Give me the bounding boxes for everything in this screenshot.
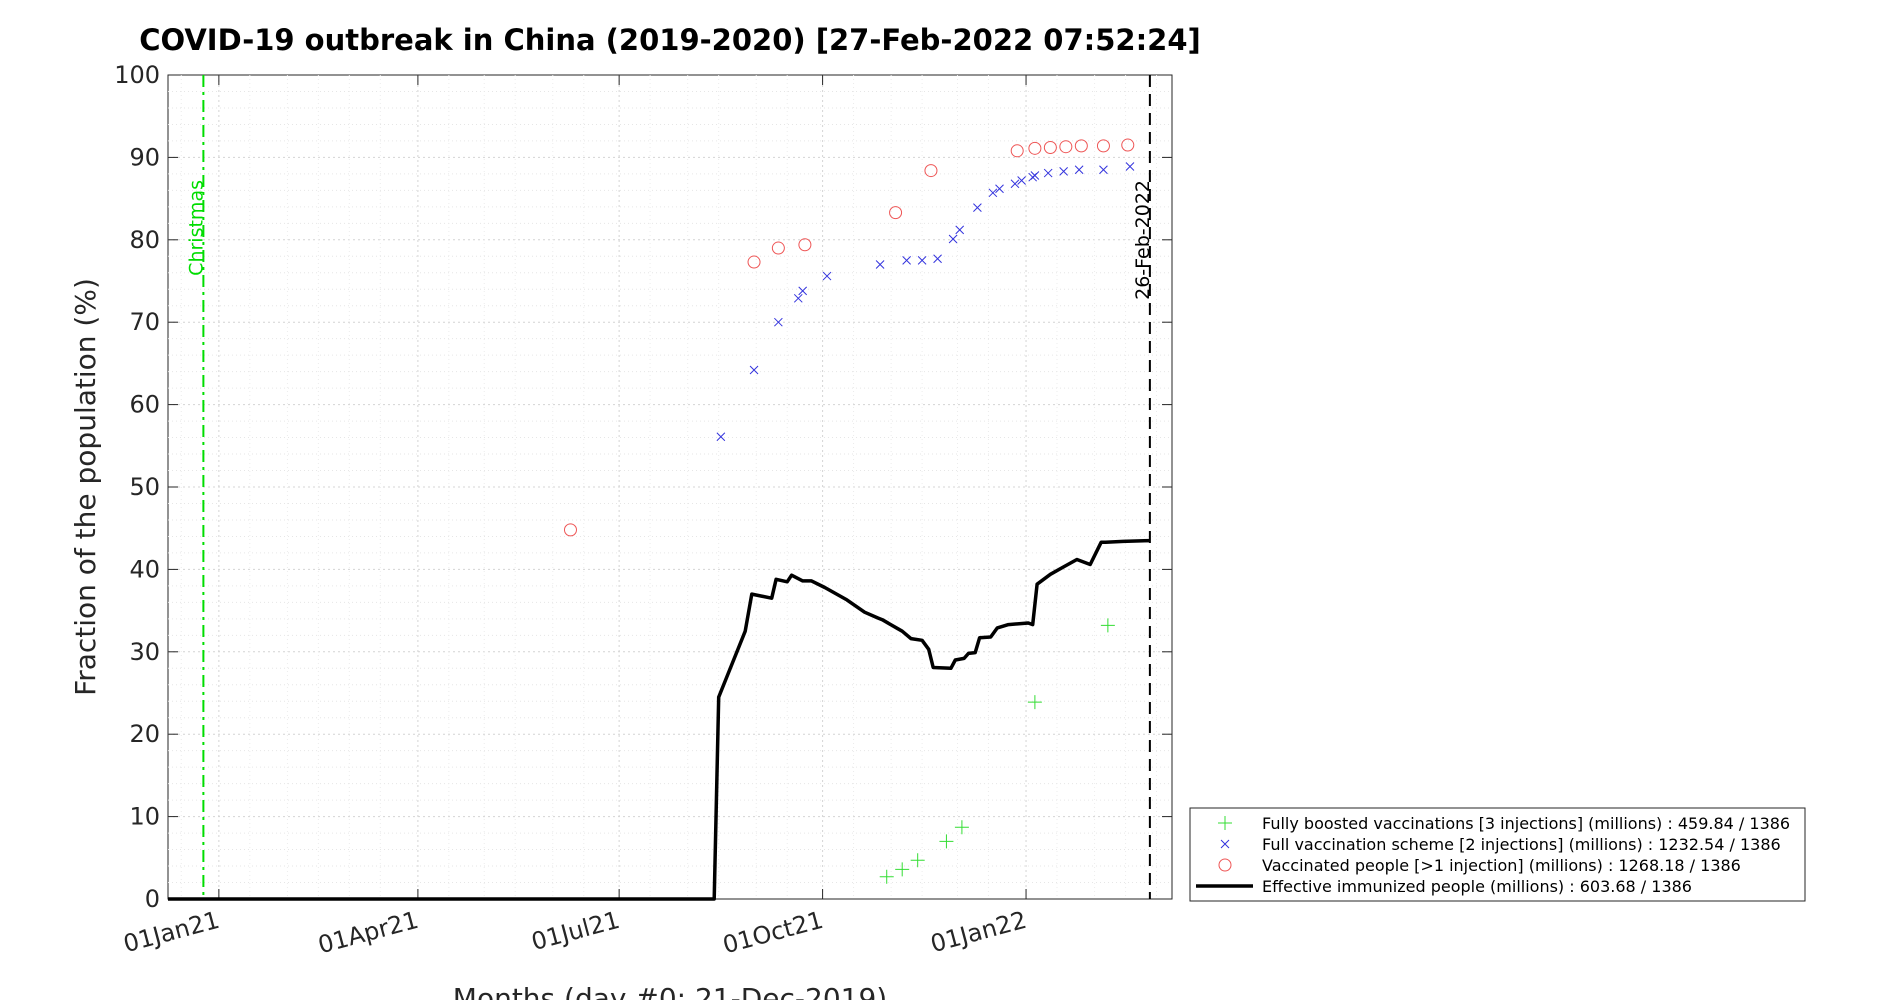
legend-label: Effective immunized people (millions) : … — [1262, 877, 1692, 896]
series-x — [716, 162, 1135, 442]
data-point — [716, 432, 726, 442]
data-point — [973, 203, 982, 213]
chart-title: COVID-19 outbreak in China (2019-2020) [… — [139, 23, 1201, 57]
y-tick-label: 60 — [129, 391, 160, 419]
data-point — [1125, 162, 1135, 171]
data-point — [895, 862, 910, 877]
x-tick-label: 01Jul21 — [528, 906, 622, 956]
series-plus — [879, 618, 1115, 884]
data-point — [1028, 141, 1042, 155]
data-point — [1027, 695, 1042, 710]
data-point — [1121, 138, 1135, 152]
data-point — [875, 260, 885, 269]
y-tick-label: 0 — [145, 885, 160, 913]
data-point — [822, 271, 832, 281]
annotation-label: Christmas — [185, 180, 207, 276]
data-point — [563, 523, 577, 537]
data-point — [924, 164, 938, 178]
x-tick-label: 01Jan21 — [120, 906, 222, 958]
legend-item: Vaccinated people [>1 injection] (millio… — [1218, 856, 1741, 875]
data-point — [889, 206, 903, 220]
legend-label: Fully boosted vaccinations [3 injections… — [1262, 814, 1790, 833]
data-point — [1074, 139, 1088, 153]
data-point — [1218, 858, 1232, 872]
y-axis: 0 10 20 30 40 50 60 70 80 90 100 — [114, 61, 160, 913]
legend-label: Full vaccination scheme [2 injections] (… — [1262, 835, 1781, 854]
y-tick-label: 50 — [129, 473, 160, 501]
data-point — [955, 225, 965, 235]
legend-item: Fully boosted vaccinations [3 injections… — [1218, 814, 1790, 833]
data-point — [879, 869, 894, 884]
data-point — [902, 256, 911, 265]
series-circle — [563, 138, 1135, 537]
data-point — [948, 234, 958, 244]
data-point — [774, 317, 783, 327]
data-point — [933, 254, 942, 264]
y-tick-label: 30 — [129, 638, 160, 666]
data-point — [747, 255, 761, 269]
data-point — [1043, 168, 1053, 178]
plot-area: Christmas 26-Feb-2022 — [167, 74, 1173, 901]
data-point — [917, 256, 927, 265]
x-axis-label: Months (day #0: 21-Dec-2019) — [453, 982, 887, 1000]
y-tick-label: 70 — [129, 308, 160, 336]
data-point — [1099, 165, 1108, 175]
data-point — [1010, 144, 1024, 158]
data-point — [1074, 165, 1084, 175]
data-point — [1043, 141, 1057, 155]
legend: Fully boosted vaccinations [3 injections… — [1189, 807, 1806, 902]
series-line — [168, 538, 1150, 901]
data-point — [1059, 140, 1073, 154]
data-point — [1030, 171, 1040, 180]
series-layer — [168, 138, 1150, 901]
data-point — [939, 834, 954, 849]
x-tick-label: 01Apr21 — [315, 906, 421, 960]
y-axis-label: Fraction of the population (%) — [69, 278, 102, 696]
data-point — [1218, 816, 1232, 830]
y-tick-label: 90 — [129, 143, 160, 171]
data-point — [910, 853, 925, 868]
data-point — [1059, 167, 1068, 176]
data-point — [1100, 618, 1115, 633]
data-point — [798, 286, 808, 296]
data-point — [1010, 179, 1020, 189]
data-point — [1096, 139, 1110, 153]
legend-label: Vaccinated people [>1 injection] (millio… — [1262, 856, 1741, 875]
annotation-label: 26-Feb-2022 — [1132, 180, 1154, 300]
data-point — [1017, 176, 1026, 185]
y-tick-label: 80 — [129, 226, 160, 254]
grid — [168, 75, 1172, 899]
data-point — [988, 188, 998, 198]
data-point — [749, 365, 759, 375]
legend-item: Full vaccination scheme [2 injections] (… — [1220, 835, 1781, 854]
series-line — [168, 538, 1150, 901]
y-tick-label: 10 — [129, 803, 160, 831]
data-point — [954, 820, 969, 835]
data-point — [793, 293, 803, 303]
data-point — [1220, 839, 1230, 849]
legend-box — [1189, 807, 1806, 902]
annotations: Christmas 26-Feb-2022 — [185, 75, 1154, 899]
data-point — [798, 238, 812, 252]
y-tick-label: 20 — [129, 720, 160, 748]
y-tick-label: 100 — [114, 61, 160, 89]
x-tick-label: 01Oct21 — [720, 906, 826, 960]
x-axis: 01Jan21 01Apr21 01Jul21 01Oct21 01Jan22 — [120, 906, 1029, 960]
x-tick-label: 01Jan22 — [928, 906, 1030, 958]
legend-item: Effective immunized people (millions) : … — [1196, 877, 1692, 896]
y-tick-label: 40 — [129, 555, 160, 583]
data-point — [771, 241, 785, 255]
data-point — [995, 184, 1004, 194]
